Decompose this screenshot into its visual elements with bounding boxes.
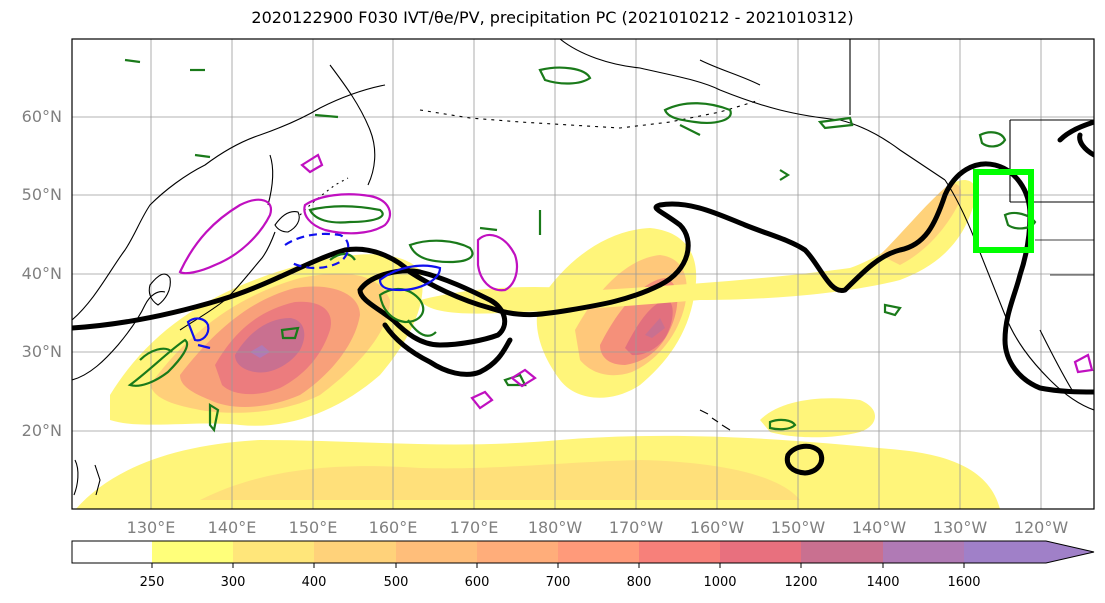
colorbar-tick-label: 500: [383, 575, 409, 590]
pv-positive-contours: [124, 58, 1037, 433]
colorbar-tick-label: 400: [301, 575, 327, 590]
colorbar-tick-label: 700: [545, 575, 571, 590]
lat-label: 40°N: [21, 264, 62, 283]
colorbar-tick-label: 1600: [947, 575, 981, 590]
lat-label: 60°N: [21, 107, 62, 126]
lon-label: 120°W: [1013, 518, 1069, 537]
lon-label: 170°W: [608, 518, 664, 537]
precipitation-box: [973, 169, 1034, 253]
lon-label: 140°W: [851, 518, 907, 537]
lon-label: 180°W: [527, 518, 583, 537]
lon-label: 160°E: [368, 518, 418, 537]
lon-label: 150°E: [288, 518, 338, 537]
pv-extra-contours: [178, 153, 1094, 410]
map-frame: [71, 38, 1095, 510]
pv-negative-contours: [186, 232, 442, 350]
colorbar-tick-label: 1000: [703, 575, 737, 590]
colorbar-tick-label: 300: [220, 575, 246, 590]
colorbar-tick-label: 800: [626, 575, 652, 590]
colorbar: [71, 540, 1095, 568]
colorbar-tick-label: 250: [139, 575, 165, 590]
lon-label: 150°W: [770, 518, 826, 537]
lon-label: 130°E: [126, 518, 176, 537]
lat-label: 20°N: [21, 421, 62, 440]
lon-label: 160°W: [689, 518, 745, 537]
lon-label: 130°W: [932, 518, 988, 537]
map-title: 2020122900 F030 IVT/θe/PV, precipitation…: [251, 8, 854, 27]
lon-label: 140°E: [207, 518, 257, 537]
lon-label: 170°E: [449, 518, 499, 537]
coastlines: [72, 39, 1094, 496]
graticule: [72, 39, 1094, 509]
lat-label: 50°N: [21, 185, 62, 204]
colorbar-tick-label: 600: [464, 575, 490, 590]
lat-label: 30°N: [21, 342, 62, 361]
colorbar-tick-label: 1400: [866, 575, 900, 590]
ivt-fill-layer: [75, 180, 1000, 509]
theta-e-contours: [72, 119, 1094, 476]
colorbar-tick-label: 1200: [784, 575, 818, 590]
